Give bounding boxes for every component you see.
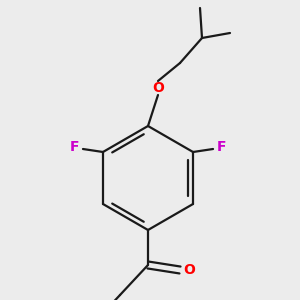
Text: O: O: [152, 81, 164, 95]
Text: O: O: [183, 263, 195, 277]
Text: F: F: [70, 140, 80, 154]
Text: F: F: [216, 140, 226, 154]
